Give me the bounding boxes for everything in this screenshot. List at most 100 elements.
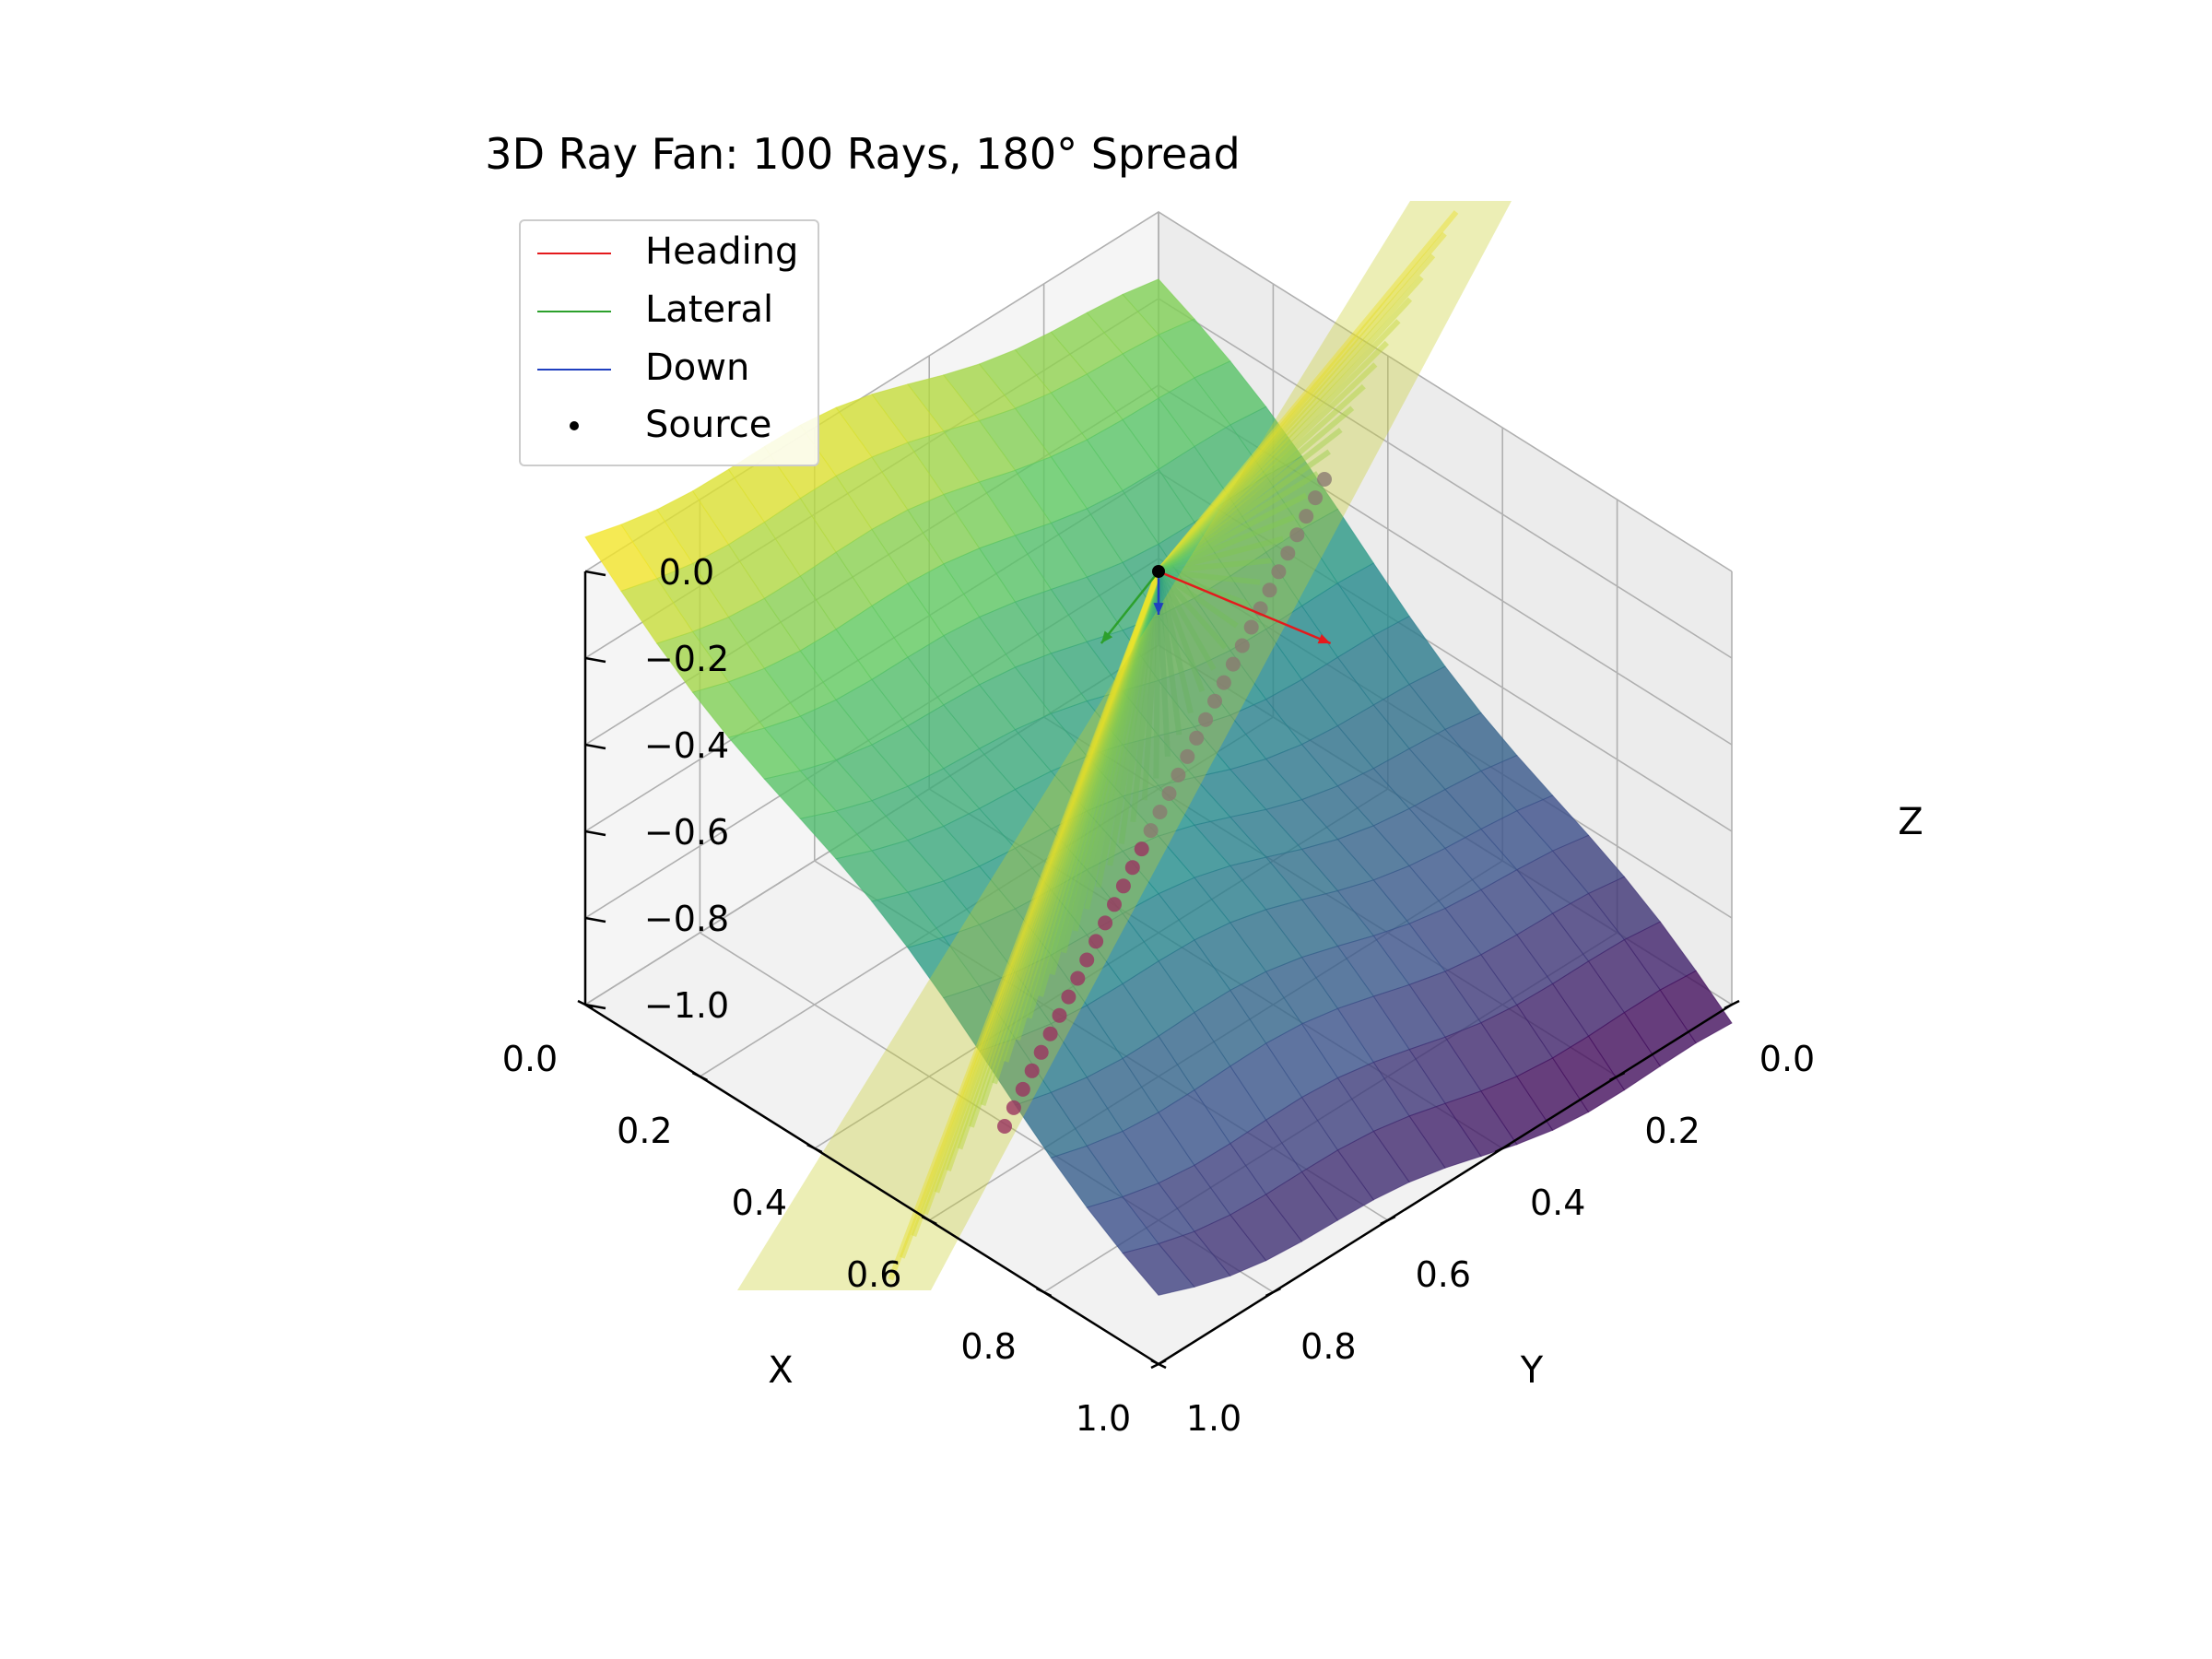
y-tick-1 xyxy=(1609,1071,1626,1082)
orientation-vectors xyxy=(1100,565,1332,645)
legend-source-marker xyxy=(570,421,579,430)
legend-down-swatch xyxy=(537,369,611,371)
down-arrowhead xyxy=(1153,603,1164,615)
x-axis-line xyxy=(1158,1003,1733,1366)
legend-item-source: Source xyxy=(521,398,818,453)
ray-2 xyxy=(1156,231,1447,573)
legend: Heading Lateral Down Source xyxy=(519,219,819,466)
ray-68 xyxy=(1061,571,1161,954)
hit-point-3 xyxy=(1289,527,1305,543)
legend-source-label: Source xyxy=(645,404,772,446)
y-tick-0 xyxy=(1724,999,1740,1010)
y-tick-label-3: 0.6 xyxy=(1416,1254,1471,1295)
ray-56 xyxy=(1130,571,1161,823)
hit-point-27 xyxy=(1070,971,1086,986)
z-tick-label-0: 0.0 xyxy=(659,552,714,593)
hit-point-10 xyxy=(1225,656,1241,672)
ray-32 xyxy=(1158,558,1272,574)
hit-point-33 xyxy=(1015,1081,1030,1097)
ray-70 xyxy=(1049,571,1161,976)
y-axis-label: Y xyxy=(1520,1349,1544,1392)
hit-point-12 xyxy=(1207,693,1222,709)
hit-point-20 xyxy=(1134,841,1149,857)
lateral-arrowhead xyxy=(1100,630,1113,643)
z-tick-label-5: −1.0 xyxy=(644,985,729,1026)
ray-50 xyxy=(1156,571,1171,758)
ray-92 xyxy=(923,570,1161,1216)
hit-point-24 xyxy=(1098,915,1113,931)
ray-82 xyxy=(980,571,1161,1107)
legend-heading-swatch xyxy=(537,253,611,254)
axis-labels: X Y Z xyxy=(768,801,1923,1392)
ray-hit-points xyxy=(997,472,1332,1134)
ray-16 xyxy=(1156,383,1366,574)
x-tick-2 xyxy=(806,1143,823,1154)
heading-vector xyxy=(1158,570,1332,645)
ray-42 xyxy=(1156,570,1217,671)
hit-point-1 xyxy=(1308,490,1324,506)
ray-60 xyxy=(1107,571,1161,866)
x-tick-label-4: 0.8 xyxy=(960,1326,1016,1367)
back-right-pane xyxy=(1159,212,1732,1005)
legend-item-lateral: Lateral xyxy=(521,283,818,338)
terrain-surface xyxy=(584,278,1733,1296)
ray-78 xyxy=(1003,571,1161,1063)
ray-10 xyxy=(1156,319,1401,574)
ray-88 xyxy=(946,571,1161,1171)
source-marker xyxy=(1152,565,1165,578)
z-tick-2 xyxy=(584,743,606,750)
z-tick-3 xyxy=(584,830,606,837)
z-tick-label-1: −0.2 xyxy=(644,639,729,679)
ray-58 xyxy=(1118,571,1161,844)
legend-heading-label: Heading xyxy=(645,230,799,273)
legend-item-down: Down xyxy=(521,341,818,396)
x-axis-label: X xyxy=(768,1349,793,1392)
hit-point-28 xyxy=(1061,989,1077,1005)
x-tick-label-3: 0.6 xyxy=(846,1254,901,1295)
hit-point-0 xyxy=(1317,472,1332,487)
ray-72 xyxy=(1038,571,1161,997)
z-tick-1 xyxy=(584,656,606,664)
x-tick-1 xyxy=(691,1071,708,1082)
hit-point-11 xyxy=(1216,675,1231,690)
ray-64 xyxy=(1084,571,1161,910)
ray-84 xyxy=(969,571,1161,1128)
hit-point-14 xyxy=(1189,730,1205,746)
x-tick-label-2: 0.4 xyxy=(732,1182,787,1223)
ray-0 xyxy=(1156,210,1459,573)
x-tick-label-1: 0.2 xyxy=(617,1111,672,1151)
x-tick-3 xyxy=(921,1215,937,1226)
y-tick-label-2: 0.4 xyxy=(1530,1182,1585,1223)
ray-4 xyxy=(1156,253,1436,573)
hit-point-15 xyxy=(1180,748,1195,764)
x-tick-label-5: 1.0 xyxy=(1076,1398,1131,1439)
legend-lateral-swatch xyxy=(537,311,611,312)
ray-band xyxy=(737,201,1512,1290)
ray-18 xyxy=(1157,406,1355,574)
hit-point-5 xyxy=(1271,564,1287,580)
ray-fan xyxy=(737,201,1512,1290)
ray-28 xyxy=(1157,514,1296,574)
hit-point-25 xyxy=(1088,934,1104,949)
hit-point-4 xyxy=(1280,546,1296,561)
hit-point-31 xyxy=(1033,1044,1049,1060)
z-tick-label-2: −0.4 xyxy=(644,725,729,766)
y-tick-label-0: 0.0 xyxy=(1759,1039,1815,1079)
z-axis-label: Z xyxy=(1898,801,1923,843)
hit-point-21 xyxy=(1124,860,1140,876)
ray-40 xyxy=(1156,570,1228,650)
ray-6 xyxy=(1156,275,1424,574)
hit-point-35 xyxy=(997,1119,1012,1134)
hit-point-8 xyxy=(1243,619,1259,635)
x-tick-label-0: 0.0 xyxy=(502,1039,558,1079)
z-tick-label-4: −0.8 xyxy=(644,899,729,939)
hit-point-17 xyxy=(1161,786,1177,801)
legend-lateral-label: Lateral xyxy=(645,288,774,331)
ray-66 xyxy=(1072,571,1161,932)
hit-point-18 xyxy=(1152,805,1168,819)
legend-down-label: Down xyxy=(645,347,750,389)
ray-76 xyxy=(1015,571,1161,1041)
ray-44 xyxy=(1156,570,1206,693)
hit-point-34 xyxy=(1006,1100,1021,1115)
